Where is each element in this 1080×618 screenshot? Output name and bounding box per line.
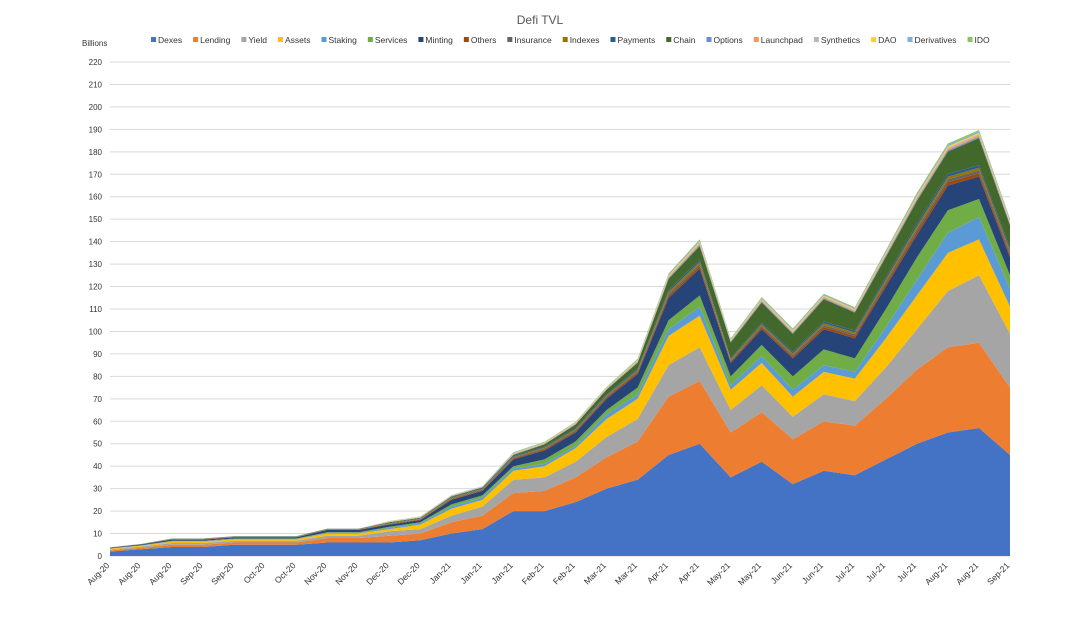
legend-swatch [610, 37, 616, 42]
legend-label: Dexes [158, 35, 182, 45]
y-tick-label: 170 [89, 170, 103, 179]
legend-label: Services [375, 35, 408, 45]
legend-label: Indexes [570, 35, 600, 45]
legend-item-indexes: Indexes [562, 35, 600, 45]
area-series-yield [110, 275, 1010, 551]
legend-label: Insurance [514, 35, 552, 45]
legend-label: Payments [617, 35, 655, 45]
legend-label: Yield [248, 35, 267, 45]
legend-swatch [967, 37, 973, 42]
legend-swatch [151, 37, 156, 42]
y-tick-label: 100 [89, 327, 103, 336]
y-axis-unit-label: Billions [82, 39, 107, 48]
legend: Dexes Lending Yield Assets Staking Services Mi… [151, 35, 990, 45]
legend-swatch [813, 37, 819, 42]
legend-swatch [418, 37, 424, 42]
legend-swatch [666, 37, 672, 42]
legend-swatch [706, 37, 712, 42]
chart-title: Defi TVL [517, 13, 564, 27]
y-tick-label: 110 [89, 305, 102, 314]
legend-item-derivatives: Derivatives [907, 35, 957, 45]
legend-label: Others [471, 35, 497, 45]
y-tick-label: 210 [89, 80, 103, 89]
y-tick-label: 190 [89, 125, 103, 134]
legend-item-others: Others [463, 35, 497, 45]
y-tick-label: 220 [89, 58, 103, 67]
y-tick-label: 0 [98, 552, 103, 561]
legend-item-dexes: Dexes [151, 35, 182, 45]
legend-label: IDO [975, 35, 991, 45]
y-tick-label: 60 [93, 417, 102, 426]
y-tick-label: 50 [93, 440, 102, 449]
y-tick-label: 130 [89, 260, 103, 269]
legend-item-assets: Assets [277, 35, 311, 45]
y-tick-label: 80 [93, 372, 102, 381]
legend-swatch [753, 37, 759, 42]
legend-swatch [241, 37, 247, 42]
legend-item-synthetics: Synthetics [813, 35, 860, 45]
legend-item-minting: Minting [418, 35, 453, 45]
y-axis-ticks: 0 10 20 30 40 50 60 70 80 90 100 110 120 130 140 150 160… [89, 58, 103, 561]
legend-label: Staking [328, 35, 357, 45]
legend-item-chain: Chain [666, 35, 696, 45]
area-series-lending [110, 342, 1010, 552]
legend-swatch [907, 37, 913, 42]
legend-swatch [277, 37, 283, 42]
area-series-assets [110, 239, 1010, 550]
legend-label: Options [713, 35, 742, 45]
y-tick-label: 140 [89, 238, 103, 247]
legend-swatch [463, 37, 469, 42]
y-tick-label: 30 [93, 485, 102, 494]
legend-item-staking: Staking [321, 35, 357, 45]
stacked-areas [110, 130, 1010, 556]
legend-item-dao: DAO [871, 35, 897, 45]
legend-swatch [871, 37, 877, 42]
legend-label: Synthetics [821, 35, 860, 45]
legend-swatch [507, 37, 513, 42]
y-tick-label: 40 [93, 462, 102, 471]
legend-item-services: Services [367, 35, 408, 45]
legend-item-lending: Lending [193, 35, 231, 45]
legend-item-insurance: Insurance [507, 35, 552, 45]
legend-item-ido: IDO [967, 35, 991, 45]
legend-label: Launchpad [761, 35, 803, 45]
legend-label: Chain [673, 35, 695, 45]
y-tick-label: 120 [89, 283, 103, 292]
legend-label: Derivatives [915, 35, 957, 45]
y-tick-label: 10 [93, 530, 102, 539]
legend-item-yield: Yield [241, 35, 267, 45]
y-tick-label: 180 [89, 148, 103, 157]
legend-label: Lending [200, 35, 231, 45]
legend-label: DAO [878, 35, 897, 45]
y-tick-label: 150 [89, 215, 103, 224]
y-tick-label: 200 [89, 103, 103, 112]
legend-swatch [321, 37, 327, 42]
legend-swatch [562, 37, 568, 42]
legend-swatch [193, 37, 199, 42]
y-tick-label: 90 [93, 350, 102, 359]
area-series-dexes [110, 428, 1010, 556]
legend-label: Assets [285, 35, 311, 45]
legend-item-options: Options [706, 35, 743, 45]
legend-swatch [367, 37, 373, 42]
y-tick-label: 20 [93, 507, 102, 516]
y-tick-label: 70 [93, 395, 102, 404]
legend-item-payments: Payments [610, 35, 655, 45]
legend-label: Minting [425, 35, 453, 45]
legend-item-launchpad: Launchpad [753, 35, 803, 45]
y-tick-label: 160 [89, 193, 103, 202]
